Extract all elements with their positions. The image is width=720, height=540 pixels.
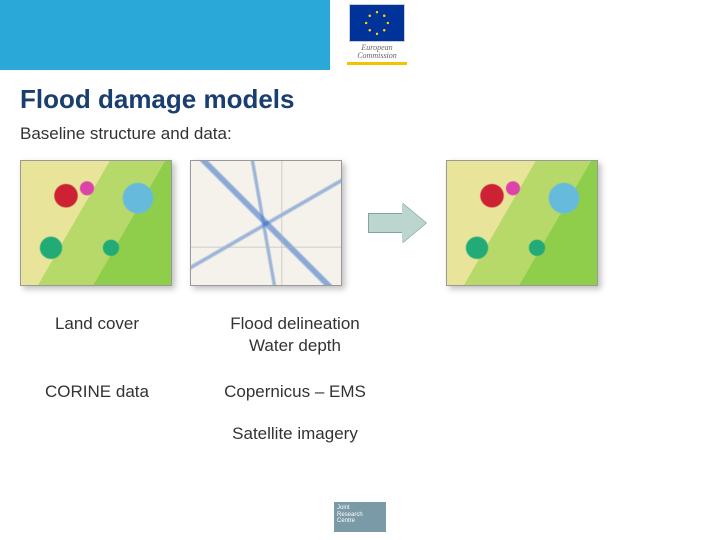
maps-row: [20, 156, 700, 290]
source-copernicus: Copernicus – EMS: [200, 382, 390, 402]
arrow-icon: [368, 203, 428, 243]
caption-flood-line1: Flood delineation: [200, 314, 390, 334]
footer-line3: Centre: [337, 518, 383, 525]
ec-text-line2: Commission: [334, 52, 420, 60]
footer-line2: Research: [337, 512, 383, 519]
header-band: European Commission: [0, 0, 720, 70]
map-flood-delineation: [190, 160, 342, 286]
map-result: [446, 160, 598, 286]
arrow-head: [402, 203, 426, 243]
page-title: Flood damage models: [20, 84, 295, 115]
ec-underline: [347, 62, 407, 65]
eu-flag-icon: [349, 4, 405, 42]
page-subtitle: Baseline structure and data:: [20, 124, 232, 144]
header-blue-block: [0, 0, 330, 70]
extra-satellite: Satellite imagery: [200, 424, 390, 444]
ec-logo: European Commission: [334, 4, 420, 65]
caption-landcover: Land cover: [12, 314, 182, 334]
footer-jrc-logo: Joint Research Centre: [334, 502, 386, 532]
footer-line1: Joint: [337, 505, 383, 512]
map-landcover: [20, 160, 172, 286]
caption-flood-line2: Water depth: [200, 336, 390, 356]
arrow-body: [368, 213, 402, 233]
source-corine: CORINE data: [12, 382, 182, 402]
